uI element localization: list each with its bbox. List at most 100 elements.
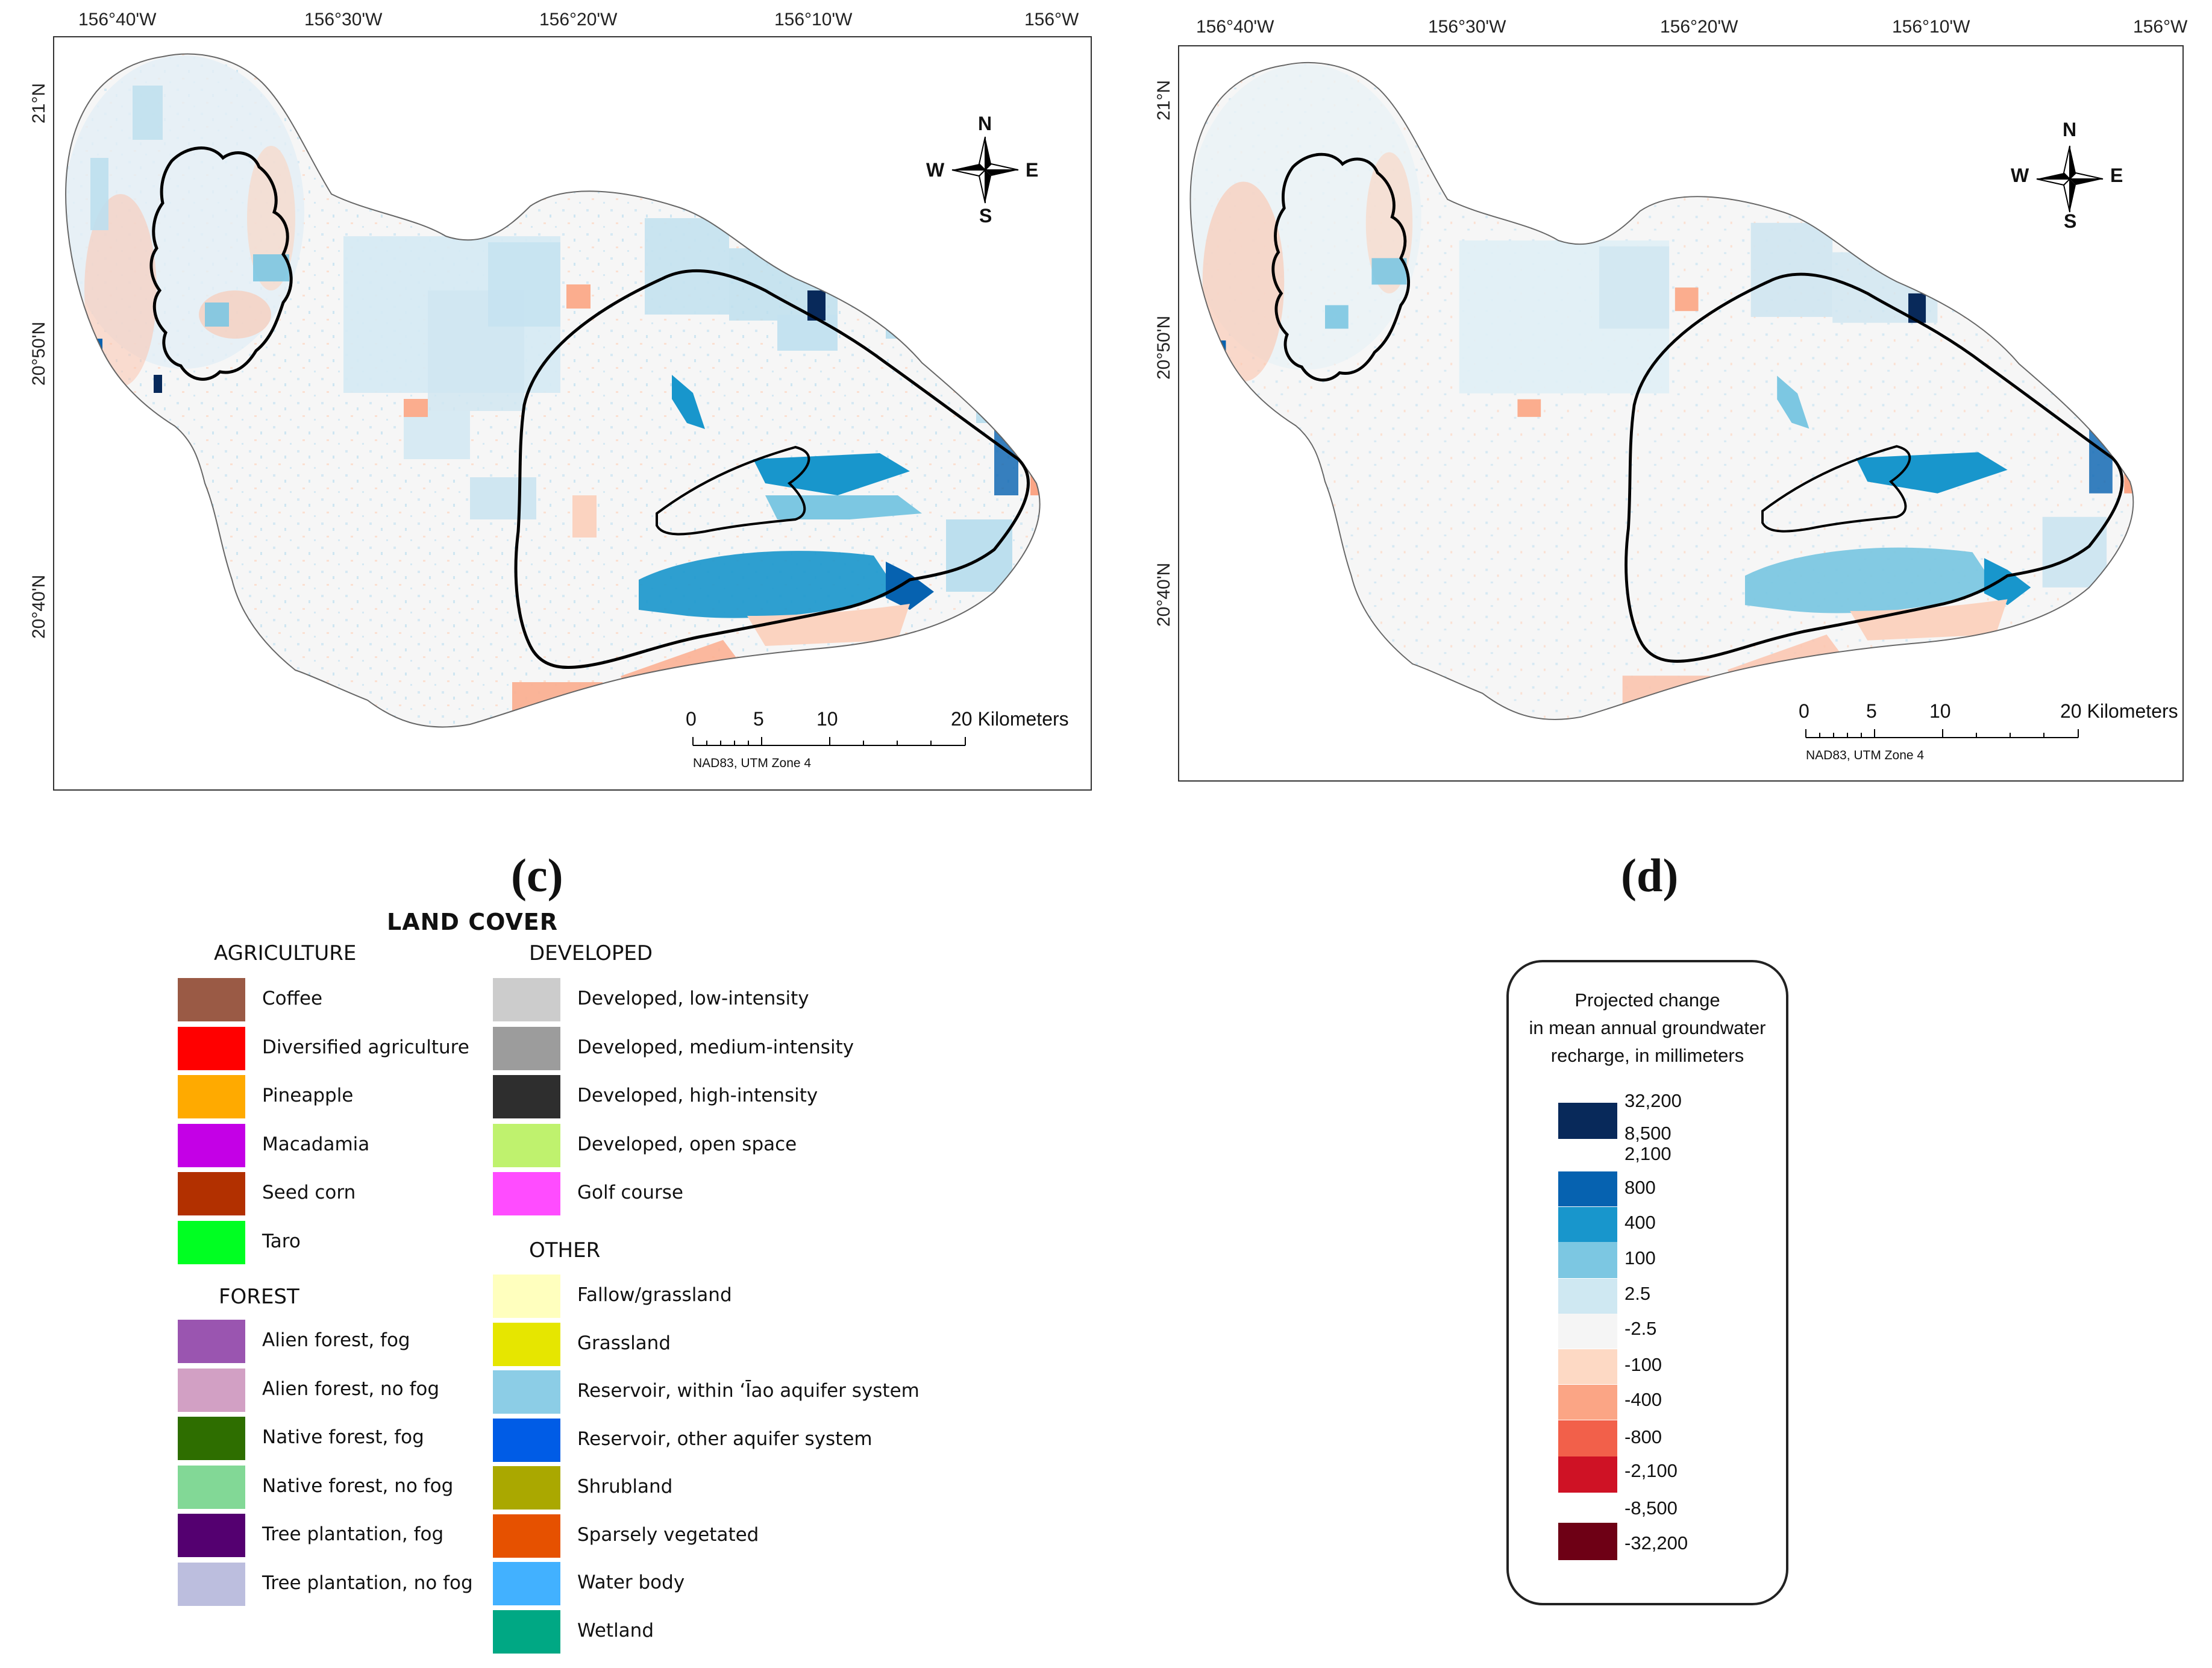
recharge-class-label: -2,100 bbox=[1625, 1460, 1678, 1481]
legend-item-water-body: Water body bbox=[493, 1562, 1035, 1605]
legend-label: Tree plantation, no fog bbox=[262, 1572, 473, 1594]
recharge-class-label: 8,500 bbox=[1625, 1123, 1672, 1144]
legend-swatch bbox=[493, 1562, 560, 1605]
legend-item-tree-plantation-fog: Tree plantation, fog bbox=[178, 1514, 720, 1557]
legend-swatch bbox=[178, 1075, 245, 1118]
legend-label: Pineapple bbox=[262, 1085, 354, 1106]
scale-tick-0: 0 bbox=[686, 708, 697, 730]
legend-label: Water body bbox=[577, 1572, 685, 1593]
legend-item-reservoir-other-aquifer-system: Reservoir, other aquifer system bbox=[493, 1418, 1035, 1462]
panel-label-d: (d) bbox=[1621, 849, 1679, 901]
recharge-swatch bbox=[1558, 1456, 1617, 1493]
legend-swatch bbox=[178, 978, 245, 1021]
lon-label-c-2: 156°30'W bbox=[304, 10, 383, 30]
legend-item-developed-open-space: Developed, open space bbox=[493, 1123, 1035, 1167]
legend-label: Golf course bbox=[577, 1182, 683, 1203]
legend-item-reservoir-within-ao-aquifer-system: Reservoir, within ʻĪao aquifer system bbox=[493, 1370, 1035, 1414]
compass-rose-icon bbox=[951, 136, 1019, 204]
legend-swatch bbox=[178, 1562, 245, 1606]
scale-tick-20: 20 Kilometers bbox=[2060, 700, 2178, 722]
lat-label-d-1: 21°N bbox=[1154, 80, 1174, 121]
legend-label: Developed, medium-intensity bbox=[577, 1036, 854, 1058]
lat-label-d-2: 20°50'N bbox=[1154, 315, 1174, 380]
recharge-legend: Projected change in mean annual groundwa… bbox=[1506, 960, 1788, 1605]
legend-item-developed-high-intensity: Developed, high-intensity bbox=[493, 1075, 1035, 1118]
lon-label-d-1: 156°40'W bbox=[1196, 17, 1274, 37]
legend-label: Developed, open space bbox=[577, 1133, 797, 1155]
legend-item-grassland: Grassland bbox=[493, 1322, 1035, 1366]
legend-swatch bbox=[178, 1172, 245, 1215]
lon-label-c-1: 156°40'W bbox=[78, 10, 157, 30]
recharge-class-label: 100 bbox=[1625, 1247, 1656, 1268]
legend-swatch bbox=[493, 1172, 560, 1215]
recharge-class-label: -32,200 bbox=[1625, 1532, 1688, 1554]
scale-tick-0: 0 bbox=[1799, 700, 1809, 722]
legend-item-alien-forest-no-fog: Alien forest, no fog bbox=[178, 1368, 720, 1412]
legend-swatch bbox=[493, 1322, 560, 1366]
recharge-swatch bbox=[1558, 1349, 1617, 1384]
maui-map-c bbox=[65, 53, 1041, 728]
map-panel-c: N S W E 0 5 10 20 Kilometers NAD83, UTM … bbox=[53, 36, 1092, 791]
compass-w-label: W bbox=[926, 159, 945, 181]
legend-swatch bbox=[178, 1465, 245, 1509]
legend-label: Native forest, fog bbox=[262, 1426, 424, 1448]
recharge-swatch bbox=[1558, 1242, 1617, 1278]
forest-heading: FOREST bbox=[219, 1285, 299, 1309]
lon-label-c-5: 156°W bbox=[1024, 10, 1079, 30]
legend-item-coffee: Coffee bbox=[178, 978, 720, 1021]
recharge-swatch bbox=[1558, 1385, 1617, 1420]
compass-rose-icon bbox=[2036, 145, 2104, 213]
lat-label-c-2: 20°50'N bbox=[29, 321, 49, 386]
legend-label: Fallow/grassland bbox=[577, 1284, 732, 1306]
legend-swatch bbox=[178, 1514, 245, 1557]
legend-swatch bbox=[493, 1075, 560, 1118]
scale-tick-20: 20 Kilometers bbox=[951, 708, 1069, 730]
legend-swatch bbox=[493, 1610, 560, 1654]
legend-swatch bbox=[493, 978, 560, 1021]
lon-label-d-5: 156°W bbox=[2133, 17, 2188, 37]
recharge-swatch bbox=[1558, 1279, 1617, 1314]
maui-map-d bbox=[1189, 62, 2134, 720]
legend-item-macadamia: Macadamia bbox=[178, 1123, 720, 1167]
legend-label: Developed, high-intensity bbox=[577, 1085, 818, 1106]
lat-label-c-3: 20°40'N bbox=[29, 574, 49, 639]
legend-item-wetland: Wetland bbox=[493, 1610, 1035, 1654]
legend-swatch bbox=[178, 1368, 245, 1412]
recharge-swatch bbox=[1558, 1523, 1617, 1560]
lon-label-d-4: 156°10'W bbox=[1892, 17, 1970, 37]
recharge-class-label: -8,500 bbox=[1625, 1497, 1678, 1519]
compass-e-label: E bbox=[2110, 165, 2123, 186]
projection-label: NAD83, UTM Zone 4 bbox=[1806, 748, 1925, 762]
legend-label: Native forest, no fog bbox=[262, 1475, 454, 1497]
panel-label-c: (c) bbox=[511, 849, 563, 901]
legend-label: Reservoir, within ʻĪao aquifer system bbox=[577, 1380, 920, 1402]
compass-n-label: N bbox=[2063, 119, 2077, 140]
legend-item-tree-plantation-no-fog: Tree plantation, no fog bbox=[178, 1562, 720, 1606]
compass-s-label: S bbox=[979, 205, 992, 227]
compass-w-label: W bbox=[2011, 165, 2029, 186]
recharge-class-label: 32,200 bbox=[1625, 1090, 1682, 1111]
recharge-class-label: 2.5 bbox=[1625, 1283, 1651, 1304]
recharge-class-label: -100 bbox=[1625, 1354, 1662, 1375]
lon-label-c-4: 156°10'W bbox=[774, 10, 853, 30]
recharge-class-label: 2,100 bbox=[1625, 1143, 1672, 1164]
legend-item-pineapple: Pineapple bbox=[178, 1075, 720, 1118]
recharge-legend-title: Projected change in mean annual groundwa… bbox=[1529, 989, 1766, 1066]
legend-label: Diversified agriculture bbox=[262, 1036, 469, 1058]
legend-item-shrubland: Shrubland bbox=[493, 1466, 1035, 1510]
projection-label: NAD83, UTM Zone 4 bbox=[693, 756, 812, 770]
legend-swatch bbox=[493, 1466, 560, 1510]
recharge-swatch bbox=[1558, 1103, 1617, 1139]
recharge-class-label: -800 bbox=[1625, 1426, 1662, 1447]
compass-n-label: N bbox=[978, 113, 992, 134]
recharge-swatch bbox=[1558, 1420, 1617, 1456]
recharge-class-label: 400 bbox=[1625, 1212, 1656, 1233]
legend-item-developed-medium-intensity: Developed, medium-intensity bbox=[493, 1026, 1035, 1070]
developed-heading: DEVELOPED bbox=[529, 941, 653, 965]
legend-label: Taro bbox=[262, 1230, 301, 1252]
scale-bar bbox=[1805, 729, 2079, 738]
scale-tick-5: 5 bbox=[753, 708, 764, 730]
compass-s-label: S bbox=[2064, 210, 2077, 232]
legend-swatch bbox=[178, 1123, 245, 1167]
legend-swatch bbox=[493, 1123, 560, 1167]
